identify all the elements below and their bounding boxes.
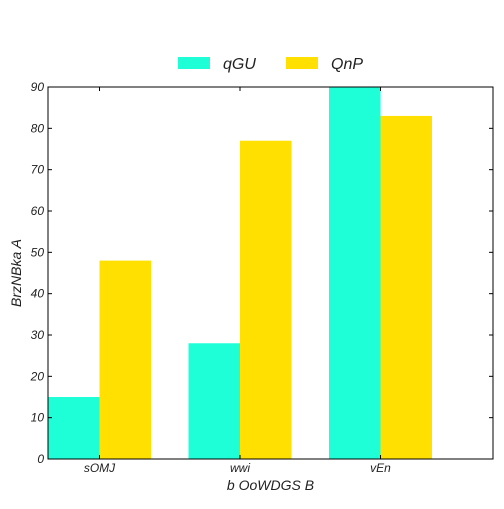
x-tick-label: vEn	[370, 461, 391, 475]
bar-qGU-vEn	[329, 87, 381, 459]
y-tick-label: 30	[31, 328, 45, 342]
bar-QnP-vEn	[380, 115, 432, 459]
plot-frame	[47, 86, 494, 460]
x-tick-label: wwi	[230, 461, 250, 475]
legend-swatch-QnP	[286, 57, 318, 69]
y-tick-label: 40	[31, 287, 45, 301]
legend: qGU QnP	[178, 56, 363, 73]
bar-QnP-wwi	[240, 140, 292, 459]
legend-label-qGU: qGU	[223, 56, 256, 73]
y-axis-ticks: 0 10 20 30 40 50 60 70 80 90	[30, 80, 493, 466]
legend-label-QnP: QnP	[331, 56, 363, 73]
y-tick-label: 20	[30, 369, 45, 383]
y-tick-label: 60	[31, 204, 45, 218]
y-tick-label: 10	[31, 411, 45, 425]
x-tick-label: sOMJ	[84, 461, 116, 475]
bar-qGU-sOMJ	[48, 397, 100, 459]
y-axis-label: BrzNBka A	[8, 239, 24, 307]
x-axis-label: b OoWDGS B	[227, 477, 314, 493]
y-tick-label: 70	[31, 163, 45, 177]
y-tick-label: 80	[31, 121, 45, 135]
legend-swatch-qGU	[178, 57, 210, 69]
bar-qGU-wwi	[188, 343, 240, 459]
y-tick-label: 0	[37, 452, 44, 466]
bars-group	[48, 87, 432, 459]
y-tick-label: 50	[31, 245, 45, 259]
x-axis-ticks: sOMJ wwi vEn	[84, 87, 391, 475]
bar-QnP-sOMJ	[99, 260, 151, 459]
y-tick-label: 90	[31, 80, 45, 94]
